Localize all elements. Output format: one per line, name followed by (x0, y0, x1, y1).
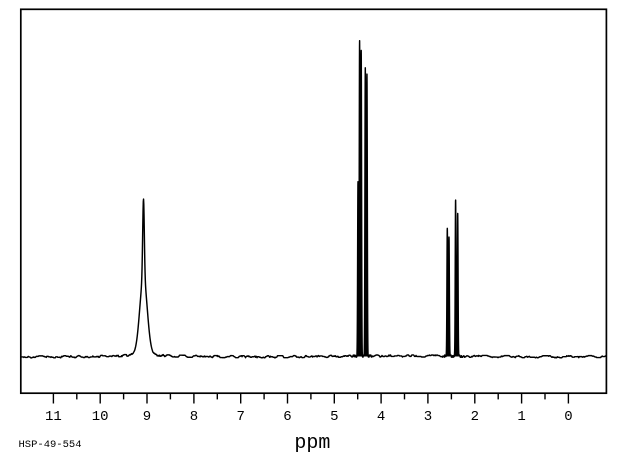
svg-text:5: 5 (330, 409, 338, 425)
svg-text:2: 2 (471, 409, 479, 425)
svg-text:0: 0 (564, 409, 572, 425)
svg-text:ppm: ppm (294, 432, 330, 455)
svg-text:8: 8 (190, 409, 198, 425)
svg-text:4: 4 (377, 409, 385, 425)
svg-text:6: 6 (283, 409, 291, 425)
svg-text:9: 9 (143, 409, 151, 425)
svg-text:7: 7 (236, 409, 244, 425)
svg-text:10: 10 (92, 409, 109, 425)
svg-text:1: 1 (517, 409, 525, 425)
svg-text:3: 3 (424, 409, 432, 425)
svg-text:11: 11 (45, 409, 62, 425)
svg-text:HSP-49-554: HSP-49-554 (19, 439, 82, 451)
